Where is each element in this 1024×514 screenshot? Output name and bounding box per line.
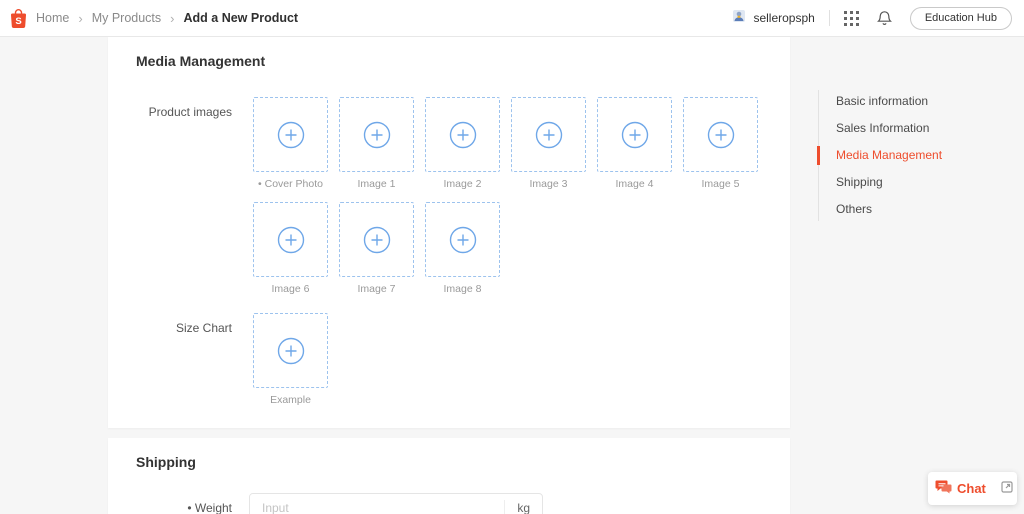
plus-circle-icon [277, 121, 304, 148]
upload-image-8[interactable] [425, 202, 500, 277]
size-chart-slot-label: Example [270, 394, 311, 406]
breadcrumb-my-products[interactable]: My Products [91, 11, 162, 25]
plus-circle-icon [621, 121, 648, 148]
upload-slot-label: Image 6 [271, 283, 310, 295]
header-divider [828, 10, 830, 26]
sidebar-item-sales-information[interactable]: Sales Information [836, 121, 930, 135]
plus-circle-icon [277, 226, 304, 253]
apps-grid-icon[interactable] [843, 10, 859, 26]
chat-bubble-icon [935, 479, 952, 499]
media-section-title: Media Management [136, 53, 266, 69]
upload-cell: Example [253, 313, 328, 406]
shipping-section: Shipping • Weight kg [108, 438, 790, 514]
product-images-label: Product images [148, 105, 232, 119]
upload-image-6[interactable] [253, 202, 328, 277]
upload-slot-label: • Cover Photo [258, 178, 323, 190]
weight-label: • Weight [187, 501, 232, 514]
upload-cover-photo[interactable] [253, 97, 328, 172]
upload-slot-label: Image 3 [529, 178, 568, 190]
account-menu[interactable]: selleropsph [732, 9, 815, 28]
upload-image-2[interactable] [425, 97, 500, 172]
upload-image-7[interactable] [339, 202, 414, 277]
upload-image-3[interactable] [511, 97, 586, 172]
upload-slot-label: Image 1 [357, 178, 396, 190]
chat-label: Chat [957, 481, 986, 496]
media-management-section: Media Management Product images • Cover … [108, 37, 790, 428]
sidebar-item-basic-information[interactable]: Basic information [836, 94, 929, 108]
chat-widget[interactable]: Chat [928, 472, 1017, 505]
notification-bell-icon[interactable] [876, 10, 892, 26]
breadcrumb-home[interactable]: Home [36, 11, 70, 25]
weight-row: • Weight kg [108, 493, 790, 514]
section-nav: Basic information Sales Information Medi… [817, 88, 998, 223]
breadcrumb-current-page: Add a New Product [183, 11, 299, 25]
username-label: selleropsph [753, 11, 815, 25]
plus-circle-icon [449, 226, 476, 253]
upload-slot-label: Image 2 [443, 178, 482, 190]
upload-slot-label: Image 7 [357, 283, 396, 295]
avatar [732, 9, 746, 28]
weight-input[interactable] [250, 494, 505, 514]
sidebar-item-media-management[interactable]: Media Management [817, 142, 998, 169]
upload-cell: Image 2 [425, 97, 500, 190]
shipping-section-title: Shipping [136, 454, 196, 470]
plus-circle-icon [363, 226, 390, 253]
sidebar-item-shipping[interactable]: Shipping [836, 175, 883, 189]
education-hub-button[interactable]: Education Hub [909, 6, 1012, 30]
breadcrumb-separator-icon: › [170, 10, 175, 26]
upload-cell: Image 8 [425, 202, 500, 295]
upload-slot-label: Image 4 [615, 178, 654, 190]
upload-cell: Image 7 [339, 202, 414, 295]
plus-circle-icon [707, 121, 734, 148]
upload-slot-label: Image 5 [701, 178, 740, 190]
upload-cell: • Cover Photo [253, 97, 328, 190]
chat-expand-icon[interactable] [1001, 480, 1013, 498]
svg-text:S: S [15, 16, 21, 27]
sidebar-item-others[interactable]: Others [836, 202, 873, 216]
upload-slot-label: Image 8 [443, 283, 482, 295]
upload-image-4[interactable] [597, 97, 672, 172]
upload-size-chart[interactable] [253, 313, 328, 388]
plus-circle-icon [535, 121, 562, 148]
weight-unit-label: kg [504, 500, 542, 514]
upload-cell: Image 1 [339, 97, 414, 190]
upload-cell: Image 5 [683, 97, 758, 190]
plus-circle-icon [363, 121, 390, 148]
breadcrumb: Home › My Products › Add a New Product [36, 11, 298, 26]
upload-cell: Image 6 [253, 202, 328, 295]
plus-circle-icon [449, 121, 476, 148]
size-chart-label: Size Chart [175, 321, 232, 335]
weight-field: kg [249, 493, 543, 514]
upload-image-1[interactable] [339, 97, 414, 172]
top-header: S Home › My Products › Add a New Product… [0, 0, 1024, 37]
shopee-logo-icon[interactable]: S [8, 8, 29, 29]
upload-image-5[interactable] [683, 97, 758, 172]
upload-cell: Image 3 [511, 97, 586, 190]
product-images-row: Product images • Cover Photo Image 1 Ima… [108, 97, 790, 190]
breadcrumb-separator-icon: › [78, 10, 83, 26]
size-chart-row: Size Chart Example [108, 313, 790, 406]
plus-circle-icon [277, 337, 304, 364]
product-images-row-2: Image 6 Image 7 Image 8 [108, 202, 790, 295]
upload-cell: Image 4 [597, 97, 672, 190]
